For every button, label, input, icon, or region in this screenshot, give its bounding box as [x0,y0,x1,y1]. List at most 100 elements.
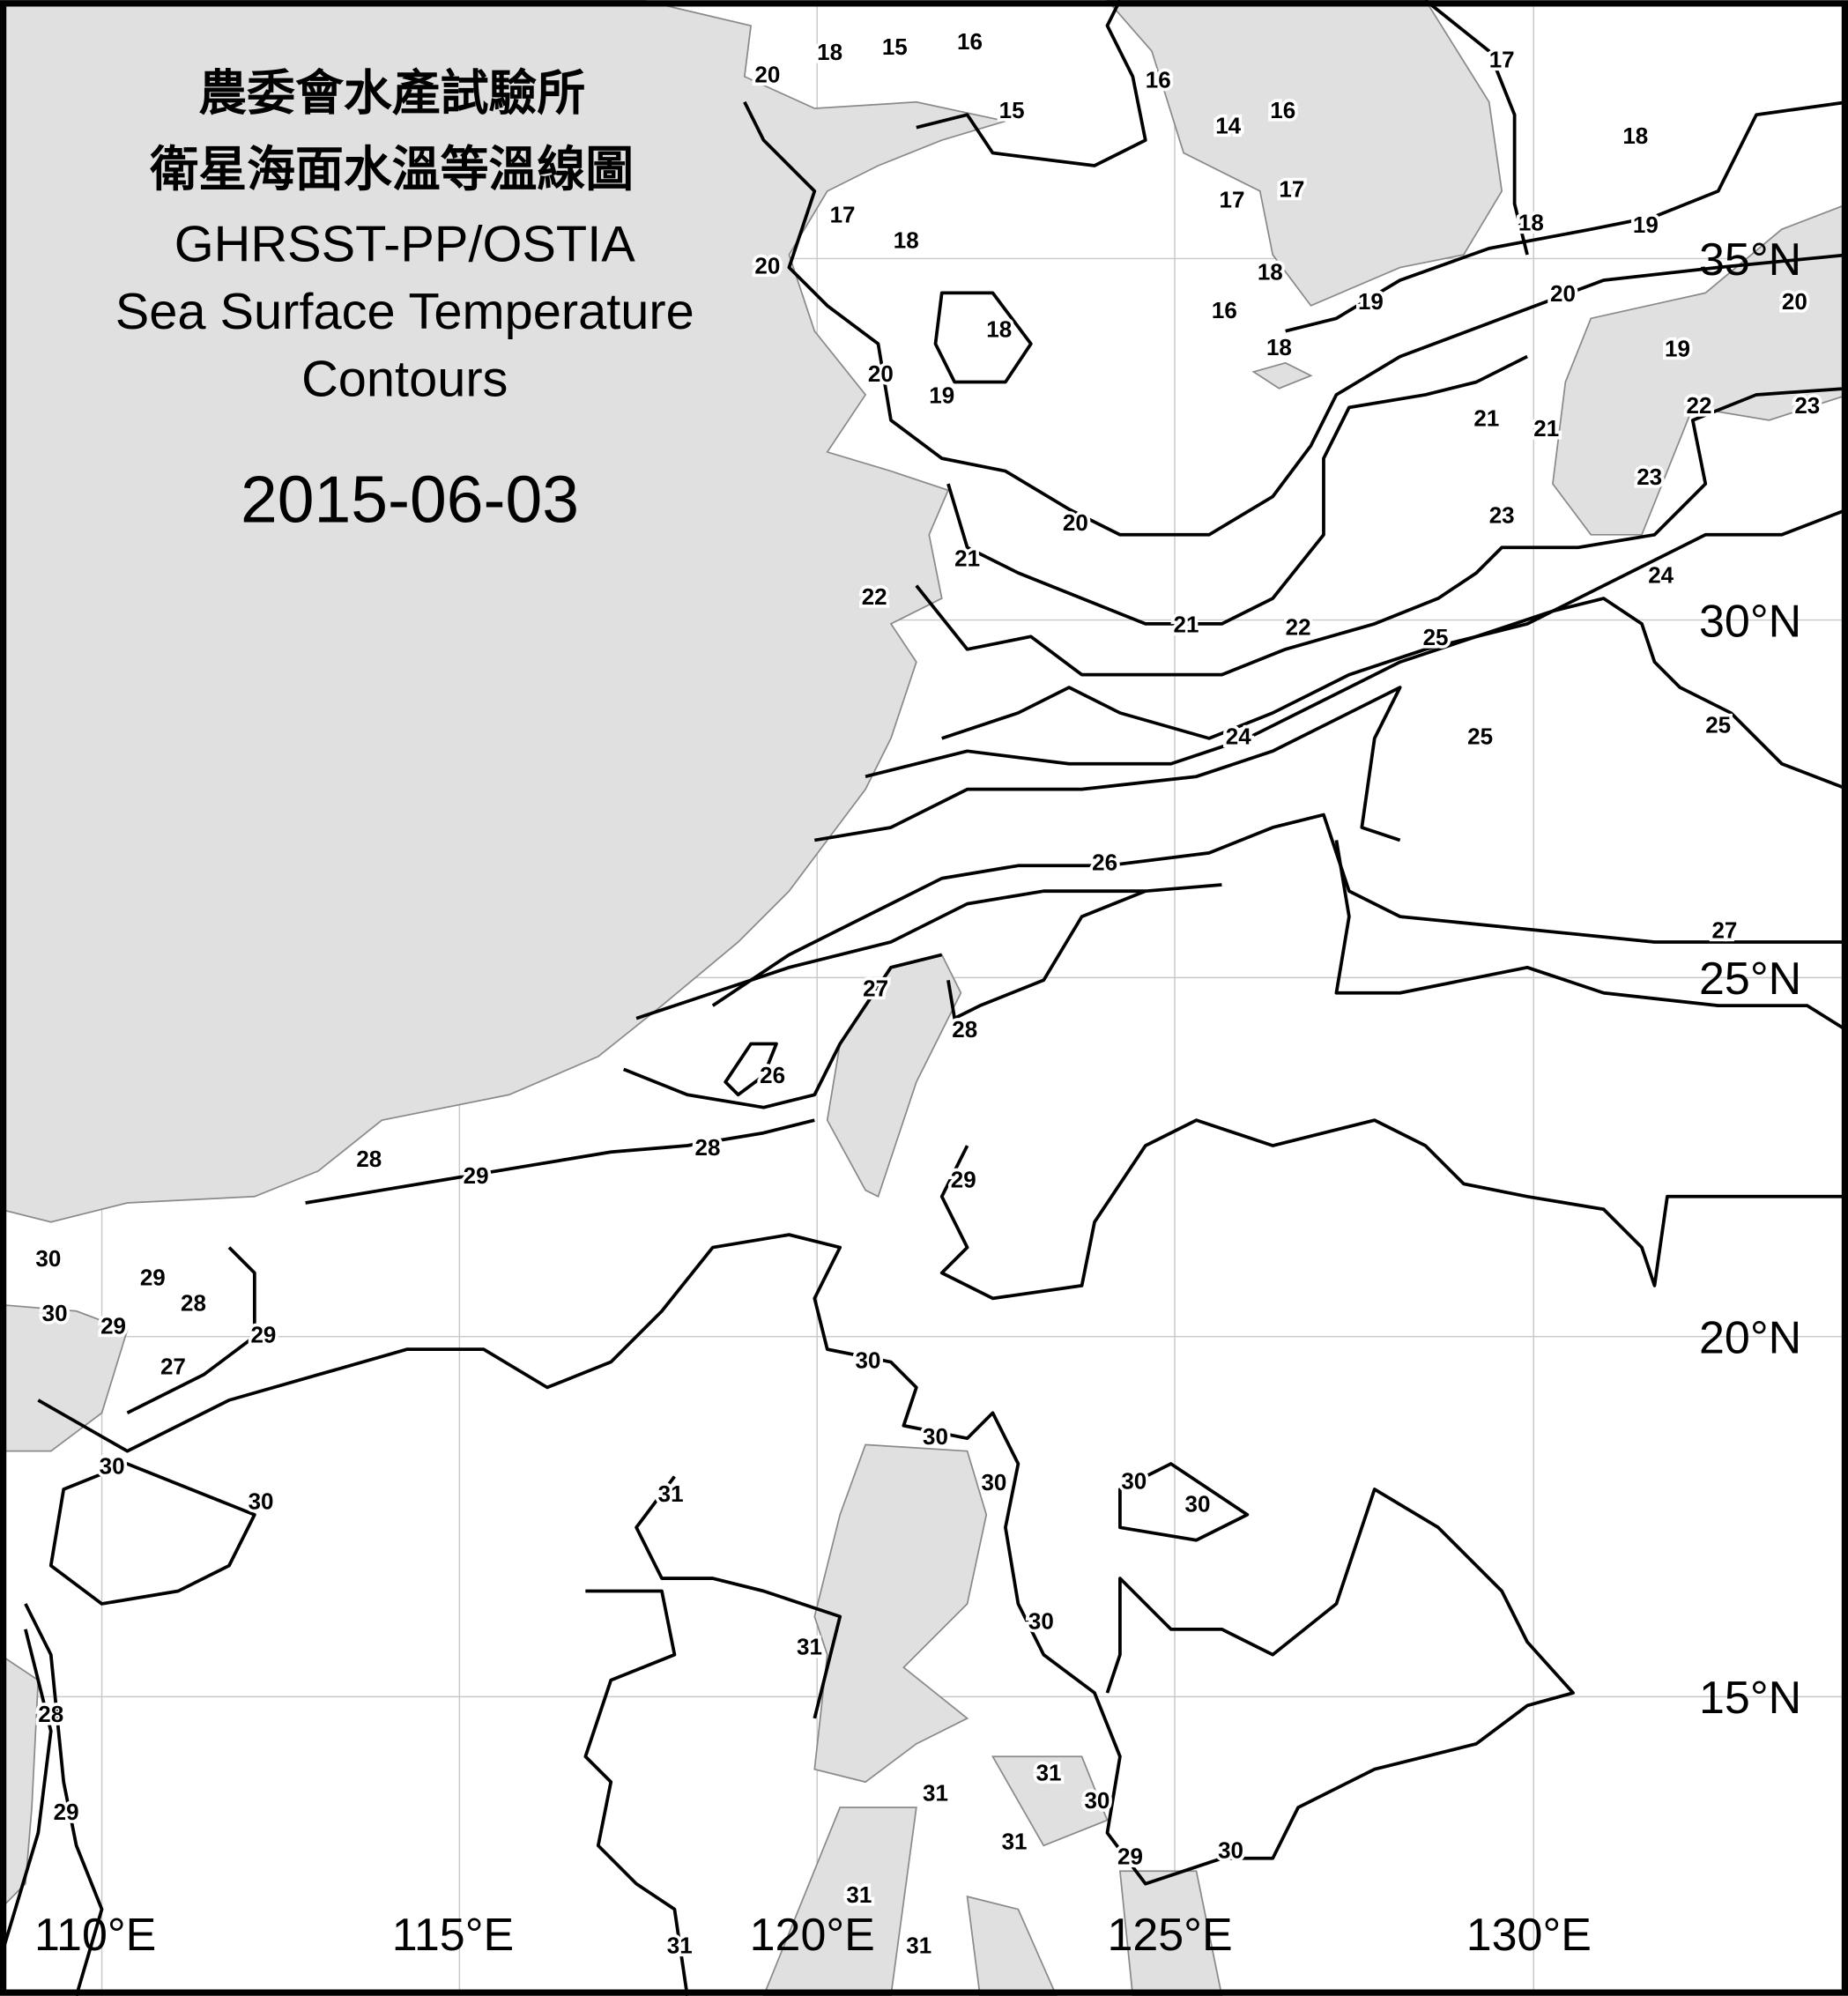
contour-label: 21 [1533,415,1559,441]
contour-label: 20 [754,62,780,88]
contour-26-loop [724,1042,778,1097]
contour-20-north [743,100,1848,537]
contour-label: 14 [1215,113,1241,139]
contour-23 [941,508,1848,740]
contour-label: 25 [1423,624,1449,650]
contour-28-east [946,889,1147,1020]
contour-label: 16 [1212,297,1237,323]
contour-label: 29 [1117,1844,1143,1870]
lat-label-35: 35°N [1699,234,1801,286]
contour-label: 24 [1226,723,1251,750]
contour-label: 30 [981,1469,1006,1495]
contour-26 [711,812,1848,1007]
contour-label: 27 [1711,916,1737,943]
contour-label: 26 [1092,850,1117,876]
contour-label: 18 [1518,209,1544,235]
lat-label-30: 30°N [1699,596,1801,647]
contour-21 [946,354,1528,626]
contour-30-loop-east [1118,1462,1250,1542]
contour-label: 30 [35,1245,61,1272]
contour-18-north [916,0,1147,167]
contour-label: 16 [1270,97,1295,123]
title-chinese: 衛星海面水溫等溫線圖 [149,142,634,197]
contour-label: 30 [42,1300,68,1326]
contour-label: 18 [1258,259,1283,286]
contour-label: 28 [952,1016,977,1043]
contour-label: 16 [957,28,983,55]
contour-label: 30 [1084,1787,1110,1814]
contour-label: 17 [830,202,856,228]
contour-27-east [1334,840,1848,1033]
contour-label: 17 [1279,176,1304,203]
contour-label: 23 [1489,501,1515,528]
contour-label: 18 [894,226,919,253]
contour-30-loop-scs [48,1462,256,1606]
land-taiwan [826,953,962,1198]
contour-label: 16 [1146,67,1171,93]
contour-19-east [1285,100,1848,333]
contour-label: 20 [868,360,894,387]
contour-label: 21 [1174,612,1199,638]
contour-label: 22 [1286,614,1311,641]
contour-label: 29 [100,1312,126,1339]
contour-label: 21 [954,545,980,572]
contour-label: 31 [667,1933,693,1959]
lon-label-130: 130°E [1466,1910,1592,1961]
contour-label: 18 [1266,334,1292,360]
contour-label: 19 [1358,288,1384,315]
title-contours: Contours [301,351,508,407]
contour-labels: 18 15 16 20 15 16 16 14 17 17 17 18 17 18 20 18 18 16 19 18… [33,26,1823,1963]
contour-label: 27 [160,1354,186,1380]
contour-label: 17 [1220,186,1245,212]
contour-28-strait [622,953,943,1109]
contour-label: 30 [249,1488,274,1515]
lat-label-15: 15°N [1699,1673,1801,1724]
contour-label: 20 [1550,280,1576,307]
title-dataset: GHRSST-PP/OSTIA [174,216,636,272]
land-leizhou-hainan [0,1303,129,1452]
contour-24 [865,597,1848,791]
contour-label: 18 [986,316,1012,343]
lat-label-25: 25°N [1699,953,1801,1005]
contour-label: 31 [658,1480,684,1507]
land-luzon [813,1443,988,1784]
contour-label: 24 [1648,561,1674,588]
contour-label: 27 [863,976,888,1002]
contour-label: 19 [1633,211,1659,238]
land-visayas [762,1807,917,1996]
contour-label: 19 [929,382,954,409]
contour-label: 28 [695,1134,721,1161]
contour-label: 30 [923,1423,948,1450]
contour-label: 29 [464,1162,489,1189]
land-japan [1552,203,1848,536]
contour-label: 18 [817,39,842,65]
map-title: 農委會水產試驗所 衛星海面水溫等溫線圖 GHRSST-PP/OSTIA Sea … [115,65,694,536]
contour-label: 22 [1687,392,1712,419]
contour-label: 30 [1218,1836,1243,1863]
contour-label: 31 [1002,1828,1028,1854]
contour-31-south [583,1589,689,1996]
title-english: Sea Surface Temperature [115,284,694,340]
contour-31-north [635,1475,842,1719]
contour-label: 26 [760,1062,785,1088]
contour-label: 21 [1473,405,1499,432]
contour-label: 23 [1794,392,1820,419]
land-jeju [1251,361,1313,390]
lon-label-125: 125°E [1107,1910,1232,1961]
contour-label: 23 [1636,464,1662,490]
contour-17-korea [1424,0,1529,256]
contour-label: 30 [1185,1491,1211,1517]
contour-label: 20 [1782,288,1807,315]
map-date: 2015-06-03 [241,462,579,536]
lon-label-110: 110°E [34,1910,156,1961]
contour-label: 31 [923,1779,948,1806]
contour-label: 31 [846,1881,872,1908]
contour-label: 25 [1467,723,1493,750]
contour-25 [813,686,1402,842]
land-panay-negros [966,1895,1058,1996]
